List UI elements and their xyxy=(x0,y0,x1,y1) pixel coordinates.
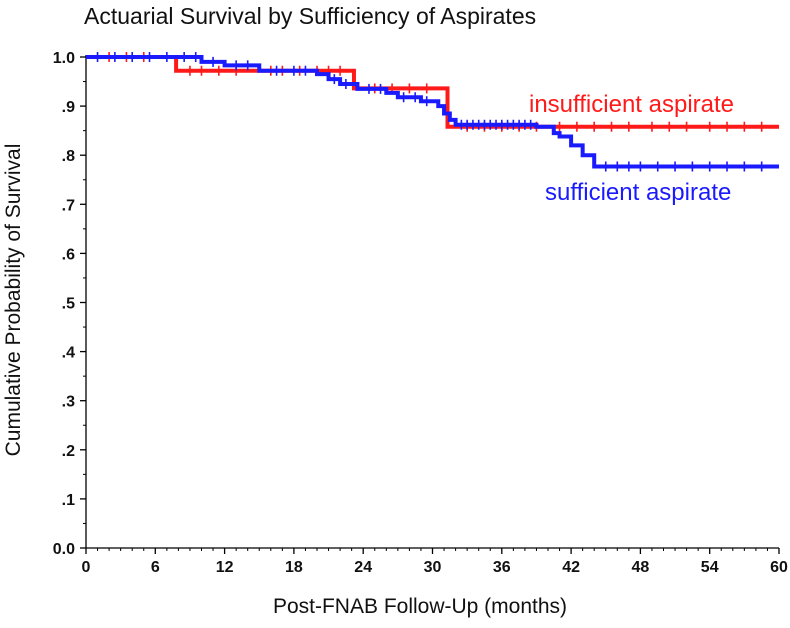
y-tick-label: .1 xyxy=(62,492,75,509)
x-tick-label: 0 xyxy=(82,559,91,576)
x-tick-label: 48 xyxy=(632,559,650,576)
chart-title: Actuarial Survival by Sufficiency of Asp… xyxy=(84,3,536,29)
x-tick-label: 12 xyxy=(216,559,234,576)
y-tick-label: .7 xyxy=(62,197,75,214)
insufficient-aspirate-line xyxy=(86,55,779,129)
y-tick-label: .8 xyxy=(62,148,75,165)
y-axis-label: Cumulative Probability of Survival xyxy=(2,144,25,457)
x-tick-label: 36 xyxy=(493,559,511,576)
x-tick-label: 60 xyxy=(770,559,788,576)
x-tick-label: 42 xyxy=(562,559,580,576)
insufficient-aspirate-label: insufficient aspirate xyxy=(529,91,734,118)
x-tick-label: 30 xyxy=(424,559,442,576)
plot-area: 0.0 .1 .2 .3 .4 .5 .6 .7 .8 .9 1.0 0 6 12 18 24 30 36 42 48… xyxy=(53,50,788,576)
x-tick-label: 24 xyxy=(354,559,372,576)
y-tick-label: 0.0 xyxy=(53,541,75,558)
y-tick-label: .9 xyxy=(62,99,75,116)
x-tick-label: 18 xyxy=(285,559,303,576)
y-tick-label: 1.0 xyxy=(53,50,75,67)
x-tick-label: 54 xyxy=(701,559,719,576)
x-axis-label: Post-FNAB Follow-Up (months) xyxy=(273,595,567,618)
y-tick-label: .6 xyxy=(62,246,75,263)
x-tick-label: 6 xyxy=(151,559,160,576)
y-tick-label: .3 xyxy=(62,394,75,411)
y-tick-label: .4 xyxy=(62,345,75,362)
y-tick-label: .2 xyxy=(62,443,75,460)
sufficient-aspirate-label: sufficient aspirate xyxy=(545,179,731,206)
y-tick-label: .5 xyxy=(62,296,75,313)
sufficient-aspirate-line xyxy=(86,55,779,169)
